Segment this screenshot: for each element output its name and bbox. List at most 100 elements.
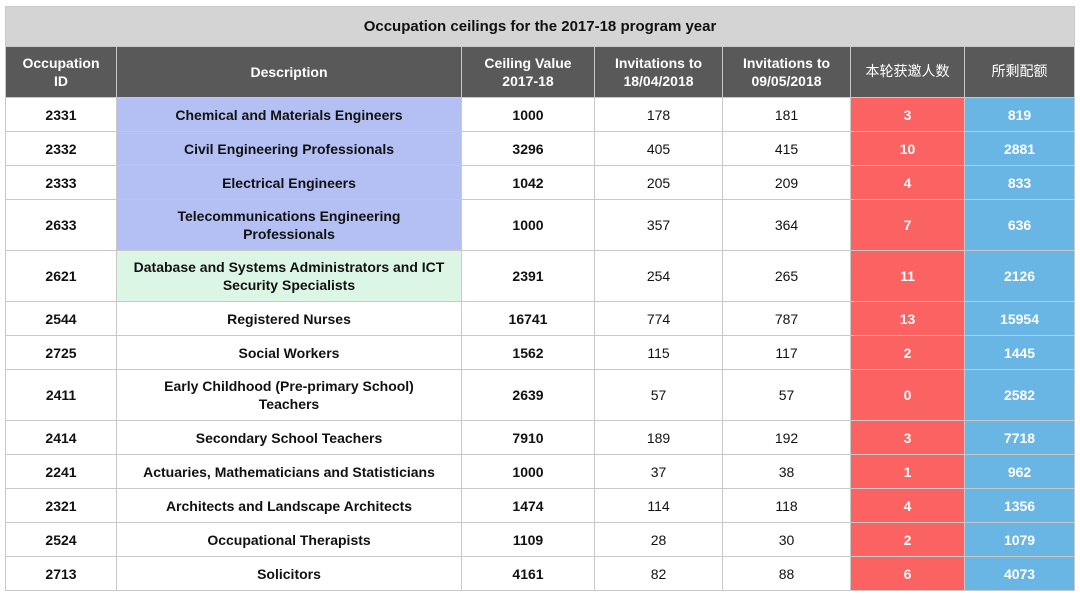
ceiling-value-cell: 2391 [461,250,595,302]
table-row: 2331 Chemical and Materials Engineers 1000… [5,97,1076,132]
invited-this-round-cell: 3 [850,420,965,455]
invitations-18-04-cell: 57 [594,369,723,421]
invitations-18-04-cell: 178 [594,97,723,132]
invitations-09-05-cell: 38 [722,454,851,489]
occupation-id-cell: 2411 [5,369,117,421]
invited-this-round-cell: 11 [850,250,965,302]
invitations-09-05-cell: 209 [722,165,851,200]
invitations-18-04-cell: 205 [594,165,723,200]
invitations-09-05-cell: 117 [722,335,851,370]
header-invited-this-round: 本轮获邀人数 [850,46,965,98]
header-invitations-18-04-2018: Invitations to 18/04/2018 [594,46,723,98]
description-cell: Chemical and Materials Engineers [116,97,462,132]
invitations-18-04-cell: 28 [594,522,723,557]
invitations-18-04-cell: 254 [594,250,723,302]
header-occupation-id: Occupation ID [5,46,117,98]
invited-this-round-cell: 2 [850,522,965,557]
invited-this-round-cell: 3 [850,97,965,132]
header-description: Description [116,46,462,98]
invited-this-round-cell: 6 [850,556,965,591]
invitations-09-05-cell: 415 [722,131,851,166]
description-cell: Electrical Engineers [116,165,462,200]
description-line: Teachers [258,396,320,412]
description-cell: Telecommunications Engineering Profession… [116,199,462,251]
table-row: 2333 Electrical Engineers 1042 205 209 4 833 [5,165,1076,200]
invitations-18-04-cell: 189 [594,420,723,455]
occupation-ceilings-table: Occupation ceilings for the 2017-18 prog… [4,6,1076,591]
remaining-quota-cell: 819 [963,97,1076,132]
table-row: 2544 Registered Nurses 16741 774 787 13 15954 [5,301,1076,336]
ceiling-value-cell: 1474 [461,488,595,523]
invitations-18-04-cell: 774 [594,301,723,336]
occupation-id-cell: 2544 [5,301,117,336]
occupation-id-cell: 2333 [5,165,117,200]
description-line: Chemical and Materials Engineers [175,106,403,123]
invitations-18-04-cell: 115 [594,335,723,370]
table-row: 2713 Solicitors 4161 82 88 6 4073 [5,556,1076,591]
table-row: 2414 Secondary School Teachers 7910 189 192 3… [5,420,1076,455]
description-line: Security Specialists [222,277,356,293]
remaining-quota-cell: 962 [963,454,1076,489]
ceiling-value-cell: 1042 [461,165,595,200]
invitations-18-04-cell: 82 [594,556,723,591]
table-row: 2411 Early Childhood (Pre-primary School)… [5,369,1076,421]
ceiling-value-cell: 1000 [461,199,595,251]
invitations-18-04-cell: 405 [594,131,723,166]
occupation-id-cell: 2713 [5,556,117,591]
invitations-09-05-cell: 787 [722,301,851,336]
description-line: Actuaries, Mathematicians and Statistici… [143,463,435,480]
remaining-quota-cell: 833 [963,165,1076,200]
table-row: 2725 Social Workers 1562 115 117 2 1445 [5,335,1076,370]
invited-this-round-cell: 0 [850,369,965,421]
occupation-id-cell: 2621 [5,250,117,302]
ceiling-value-cell: 7910 [461,420,595,455]
remaining-quota-cell: 7718 [963,420,1076,455]
invitations-09-05-cell: 88 [722,556,851,591]
description-line: Professionals [243,226,335,242]
description-cell: Actuaries, Mathematicians and Statistici… [116,454,462,489]
invited-this-round-cell: 13 [850,301,965,336]
description-line: Electrical Engineers [222,174,356,191]
remaining-quota-cell: 4073 [963,556,1076,591]
ceiling-value-cell: 3296 [461,131,595,166]
invitations-09-05-cell: 118 [722,488,851,523]
remaining-quota-cell: 1356 [963,488,1076,523]
table-row: 2621 Database and Systems Administrators … [5,250,1076,302]
description-cell: Social Workers [116,335,462,370]
header-ceiling-value: Ceiling Value 2017-18 [461,46,595,98]
occupation-id-cell: 2414 [5,420,117,455]
table-row: 2321 Architects and Landscape Architects 1… [5,488,1076,523]
remaining-quota-cell: 15954 [963,301,1076,336]
description-cell: Database and Systems Administrators and … [116,250,462,302]
invitations-09-05-cell: 181 [722,97,851,132]
description-line: Civil Engineering Professionals [183,140,395,157]
ceiling-value-cell: 4161 [461,556,595,591]
header-remaining-quota: 所剩配额 [963,46,1076,98]
invitations-09-05-cell: 364 [722,199,851,251]
ceiling-value-cell: 1000 [461,454,595,489]
description-cell: Early Childhood (Pre-primary School) Teac… [116,369,462,421]
occupation-id-cell: 2331 [5,97,117,132]
description-line: Social Workers [238,344,340,361]
remaining-quota-cell: 2582 [963,369,1076,421]
invitations-18-04-cell: 114 [594,488,723,523]
occupation-id-cell: 2332 [5,131,117,166]
table-row: 2633 Telecommunications Engineering Profes… [5,199,1076,251]
header-row: Occupation ID Description Ceiling Value 20… [5,46,1076,98]
invitations-18-04-cell: 357 [594,199,723,251]
description-cell: Occupational Therapists [116,522,462,557]
description-line: Solicitors [257,565,321,582]
table-row: 2241 Actuaries, Mathematicians and Statis… [5,454,1076,489]
invited-this-round-cell: 7 [850,199,965,251]
invitations-09-05-cell: 265 [722,250,851,302]
ceiling-value-cell: 16741 [461,301,595,336]
remaining-quota-cell: 1445 [963,335,1076,370]
description-line: Registered Nurses [227,310,351,327]
table-row: 2332 Civil Engineering Professionals 3296 4… [5,131,1076,166]
invited-this-round-cell: 10 [850,131,965,166]
remaining-quota-cell: 1079 [963,522,1076,557]
description-line: Architects and Landscape Architects [165,497,413,514]
ceiling-value-cell: 2639 [461,369,595,421]
invited-this-round-cell: 4 [850,488,965,523]
occupation-id-cell: 2524 [5,522,117,557]
